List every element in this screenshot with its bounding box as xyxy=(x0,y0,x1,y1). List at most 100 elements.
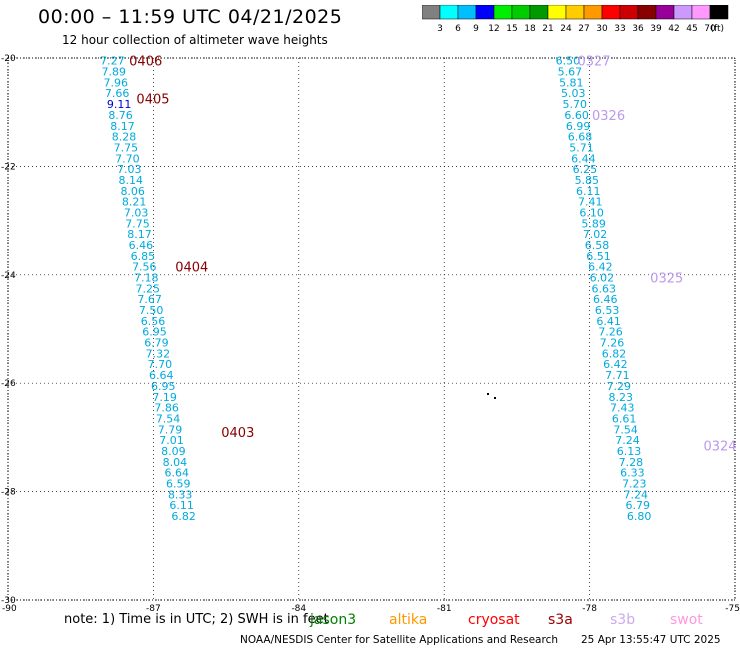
wave-height-value: 6.42 xyxy=(588,261,613,274)
wave-height-value: 6.46 xyxy=(129,239,154,252)
wave-height-value: 6.58 xyxy=(585,239,610,252)
color-scale-legend: 3 6 9 12 15 18 21 24 27 30 33 36 39 42 45 70(ft) xyxy=(422,5,729,34)
wave-height-value: 7.67 xyxy=(137,293,162,306)
wave-height-value: 8.17 xyxy=(110,120,135,133)
latitude-tick-label: -22 xyxy=(1,162,16,172)
satellite-legend-altika: altika xyxy=(389,612,428,628)
wave-height-value: 7.43 xyxy=(610,402,635,415)
wave-height-value: 6.25 xyxy=(573,163,598,176)
colorbar-tick-label: 42 xyxy=(668,24,679,34)
colorbar-tick-label: 18 xyxy=(524,24,536,34)
colorbar-tick-label: 3 xyxy=(437,24,443,34)
pass-time-label: 0406 xyxy=(129,55,162,70)
wave-height-value: 7.54 xyxy=(156,412,181,425)
wave-height-value: 8.23 xyxy=(609,391,634,404)
footer-credit: NOAA/NESDIS Center for Satellite Applica… xyxy=(240,634,558,646)
colorbar-tick-label: 12 xyxy=(488,24,499,34)
colorbar-tick-label: 45 xyxy=(686,24,697,34)
wave-height-value: 7.27 xyxy=(100,55,125,68)
wave-height-value: 6.46 xyxy=(593,293,618,306)
wave-height-value: 8.76 xyxy=(108,109,132,122)
wave-height-value: 6.64 xyxy=(165,467,190,480)
pass-time-label: 0404 xyxy=(175,261,208,276)
longitude-tick-label: -84 xyxy=(291,604,306,612)
wave-height-value: 7.89 xyxy=(102,66,127,79)
wave-height-value: 6.13 xyxy=(617,445,642,458)
wave-height-value: 8.06 xyxy=(120,185,144,198)
wave-height-value: 6.02 xyxy=(590,272,615,285)
wave-height-value: 8.28 xyxy=(112,131,136,144)
wave-height-value: 9.11 xyxy=(107,98,132,111)
wave-height-value: 6.56 xyxy=(141,315,166,328)
wave-height-value: 7.32 xyxy=(146,347,171,360)
satellite-legend-cryosat: cryosat xyxy=(468,612,520,628)
wave-height-value: 5.71 xyxy=(569,141,594,154)
wave-height-value: 6.95 xyxy=(151,380,176,393)
island-mark xyxy=(487,393,489,395)
latitude-tick-label: -30 xyxy=(1,596,16,606)
longitude-tick-label: -78 xyxy=(582,604,597,612)
wave-height-value: 6.44 xyxy=(571,152,596,165)
colorbar-tick-label: 70 xyxy=(704,24,716,34)
wave-height-value: 7.41 xyxy=(578,196,603,209)
wave-height-value: 6.64 xyxy=(149,369,174,382)
latitude-tick-label: -28 xyxy=(1,488,16,498)
colorbar-tick-label: 15 xyxy=(506,24,517,34)
wave-height-value: 7.18 xyxy=(134,272,159,285)
wave-height-value: 5.70 xyxy=(562,98,587,111)
wave-height-value: 7.71 xyxy=(605,369,630,382)
wave-height-value: 7.03 xyxy=(124,206,148,219)
wave-height-value: 7.50 xyxy=(139,304,164,317)
wave-height-value: 6.33 xyxy=(620,467,645,480)
satellite-legend-swot: swot xyxy=(670,612,703,628)
colorbar-swatch xyxy=(709,5,729,20)
wave-height-value: 7.70 xyxy=(148,358,173,371)
footer-note: note: 1) Time is in UTC; 2) SWH is in fe… xyxy=(64,612,329,627)
wave-height-value: 7.24 xyxy=(615,434,640,447)
wave-height-value: 7.66 xyxy=(105,87,130,100)
wave-height-value: 6.11 xyxy=(576,185,601,198)
colorbar-tick-label: 30 xyxy=(596,24,608,34)
pass-time-label: 0326 xyxy=(592,109,625,124)
colorbar-tick-label: 27 xyxy=(578,24,589,34)
wave-height-value: 6.79 xyxy=(625,499,650,512)
wave-height-value: 6.51 xyxy=(586,250,611,263)
wave-height-value: 5.67 xyxy=(558,66,583,79)
longitude-tick-label: -90 xyxy=(2,604,17,612)
colorbar-tick-label: 39 xyxy=(650,24,662,34)
longitude-tick-label: -87 xyxy=(146,604,161,612)
wave-height-value: 6.79 xyxy=(144,337,169,350)
colorbar-tick-label: 6 xyxy=(455,24,461,34)
wave-height-value: 6.99 xyxy=(566,120,591,133)
wave-height-value: 5.85 xyxy=(575,174,600,187)
wave-height-value: 8.04 xyxy=(163,456,188,469)
wave-height-value: 7.70 xyxy=(115,152,139,165)
colorbar-tick-label: 24 xyxy=(560,24,572,34)
latitude-tick-label: -24 xyxy=(1,271,16,281)
wave-height-value: 7.26 xyxy=(598,326,623,339)
wave-height-value: 7.79 xyxy=(158,423,183,436)
pass-time-label: 0324 xyxy=(703,440,736,455)
wave-height-value: 6.85 xyxy=(131,250,156,263)
wave-height-value: 6.42 xyxy=(603,358,628,371)
satellite-legend-jason3: jason3 xyxy=(310,612,357,628)
wave-height-value: 6.59 xyxy=(166,477,191,490)
longitude-tick-label: -75 xyxy=(725,604,740,612)
wave-height-value: 8.17 xyxy=(127,228,152,241)
wave-height-value: 7.96 xyxy=(103,76,128,89)
wave-height-value: 7.02 xyxy=(583,228,608,241)
wave-height-value: 7.28 xyxy=(619,456,644,469)
colorbar-tick-label: 9 xyxy=(473,24,479,34)
page-subtitle: 12 hour collection of altimeter wave hei… xyxy=(62,33,328,47)
satellite-legend-s3b: s3b xyxy=(610,612,636,628)
wave-height-value: 6.53 xyxy=(595,304,620,317)
latitude-tick-label: -20 xyxy=(1,54,16,64)
longitude-tick-label: -81 xyxy=(437,604,452,612)
wave-height-value: 6.95 xyxy=(142,326,167,339)
wave-height-value: 7.26 xyxy=(600,337,625,350)
wave-height-value: 6.82 xyxy=(171,510,196,523)
wave-height-value: 6.68 xyxy=(568,131,593,144)
wave-height-value: 5.89 xyxy=(581,217,606,230)
pass-time-label: 0403 xyxy=(221,426,254,441)
pass-time-label: 0405 xyxy=(136,93,169,108)
